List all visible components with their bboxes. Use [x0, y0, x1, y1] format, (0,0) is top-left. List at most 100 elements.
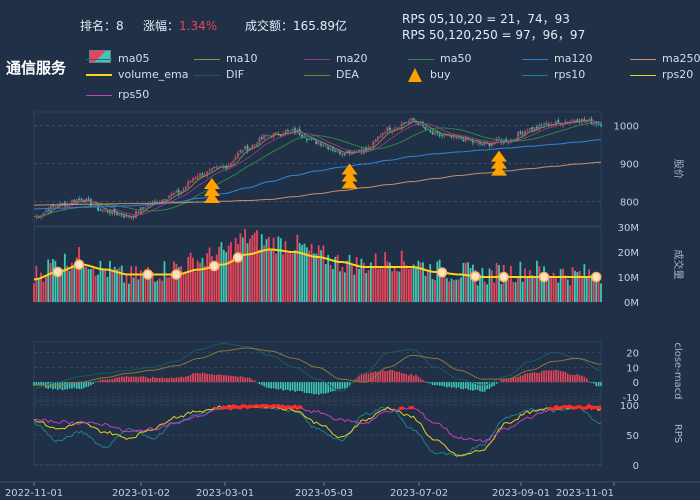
x-tick-label: 2022-11-01	[5, 488, 63, 499]
candle-body	[75, 199, 78, 204]
macd-bar	[182, 377, 185, 383]
rps-strong-highlight	[408, 405, 414, 410]
macd-bar	[132, 376, 135, 383]
macd-bar	[177, 377, 180, 383]
candle-body	[163, 199, 166, 201]
volume-bar	[49, 263, 52, 302]
volume-bar	[56, 272, 59, 302]
macd-bar	[436, 382, 439, 386]
legend-label: ma20	[336, 52, 368, 65]
volume-bar	[569, 285, 572, 302]
candle-body	[104, 209, 107, 212]
volume-bar	[590, 275, 593, 302]
volume-bar	[422, 262, 424, 302]
volume-bar	[101, 269, 104, 302]
macd-bar	[341, 382, 344, 389]
macd-bar	[379, 370, 382, 383]
candle-body	[177, 190, 180, 194]
macd-bar	[593, 382, 595, 384]
macd-bar	[258, 382, 261, 385]
panel-frame-volume	[33, 226, 602, 303]
macd-bar	[493, 382, 496, 386]
candle-body	[213, 166, 216, 168]
macd-bar	[443, 382, 446, 387]
macd-bar	[431, 382, 434, 386]
macd-bar	[540, 371, 543, 383]
macd-ytick: 20	[626, 348, 639, 359]
rank-label: 排名：8	[80, 19, 124, 33]
macd-bar	[360, 373, 363, 383]
macd-bar	[476, 382, 479, 390]
volume-bar	[493, 282, 496, 302]
legend-swatch	[630, 58, 656, 60]
macd-bar	[301, 382, 303, 392]
macd-bar	[270, 382, 273, 389]
candle-body	[557, 120, 560, 123]
macd-bar	[87, 382, 90, 387]
macd-bar	[600, 382, 602, 387]
macd-bar	[348, 382, 351, 386]
macd-bar	[272, 382, 275, 389]
macd-bar	[310, 382, 313, 394]
x-tick-label: 2023-01-02	[112, 488, 170, 499]
volume-bar	[135, 266, 137, 302]
candle-body	[90, 199, 92, 206]
legend-item-volume_ema: volume_ema	[86, 68, 188, 81]
volume-bar	[208, 247, 211, 302]
candle-body	[343, 153, 346, 155]
volume-bar	[213, 263, 216, 302]
legend-swatch	[86, 74, 112, 76]
volume-bar	[562, 268, 564, 302]
volume-bar	[66, 265, 69, 302]
volume-bar	[111, 269, 114, 302]
volume-bar	[360, 258, 363, 302]
volume-bar	[35, 265, 38, 302]
x-tick-label: 2023-05-03	[295, 488, 353, 499]
macd-bar	[282, 382, 284, 391]
volume-bar	[434, 279, 436, 302]
ma250-line	[33, 161, 602, 206]
volume-bar	[407, 268, 410, 302]
candle-body	[184, 186, 187, 190]
volume-bar	[393, 267, 396, 302]
volume-bar	[350, 265, 353, 302]
macd-bar	[237, 377, 239, 383]
macd-bar	[263, 382, 265, 387]
price-ytick: 1000	[614, 121, 639, 132]
macd-bar	[83, 382, 85, 389]
candle-body	[118, 214, 121, 216]
volume-bar	[460, 277, 462, 302]
volume-bar	[206, 253, 209, 302]
macd-bar	[543, 370, 545, 383]
volume-bar	[512, 281, 515, 302]
candle-body	[533, 127, 536, 132]
volume-bar	[457, 279, 460, 302]
macd-bar	[398, 371, 401, 383]
buy-signal-marker	[341, 177, 358, 189]
macd-bar	[325, 382, 327, 394]
candle-body	[381, 132, 384, 136]
buy-signal-marker	[490, 157, 507, 169]
volume-bar	[424, 275, 427, 302]
macd-bar	[213, 374, 216, 383]
macd-bar	[120, 376, 123, 383]
volume-bar	[71, 262, 73, 302]
legend-item-ma50: ma50	[408, 52, 471, 65]
volume-bar	[566, 279, 569, 302]
volume-bar	[405, 265, 408, 302]
macd-bar	[448, 382, 450, 387]
candle-body	[42, 212, 45, 216]
candle-body	[244, 145, 247, 150]
dea-line	[34, 347, 602, 386]
candle-body	[469, 140, 472, 142]
macd-bar	[343, 382, 346, 389]
volume-bar	[42, 281, 45, 302]
buy-signal-marker	[203, 192, 220, 204]
macd-bar	[42, 382, 45, 387]
candle-body	[329, 148, 332, 150]
volume-bar	[137, 279, 140, 302]
volume-bar	[63, 253, 66, 302]
macd-bar	[507, 379, 510, 383]
volume-bars-group	[33, 228, 602, 302]
volume-bar	[436, 261, 439, 302]
